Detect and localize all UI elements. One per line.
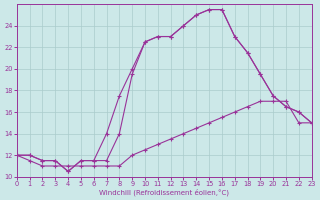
X-axis label: Windchill (Refroidissement éolien,°C): Windchill (Refroidissement éolien,°C) bbox=[99, 188, 229, 196]
